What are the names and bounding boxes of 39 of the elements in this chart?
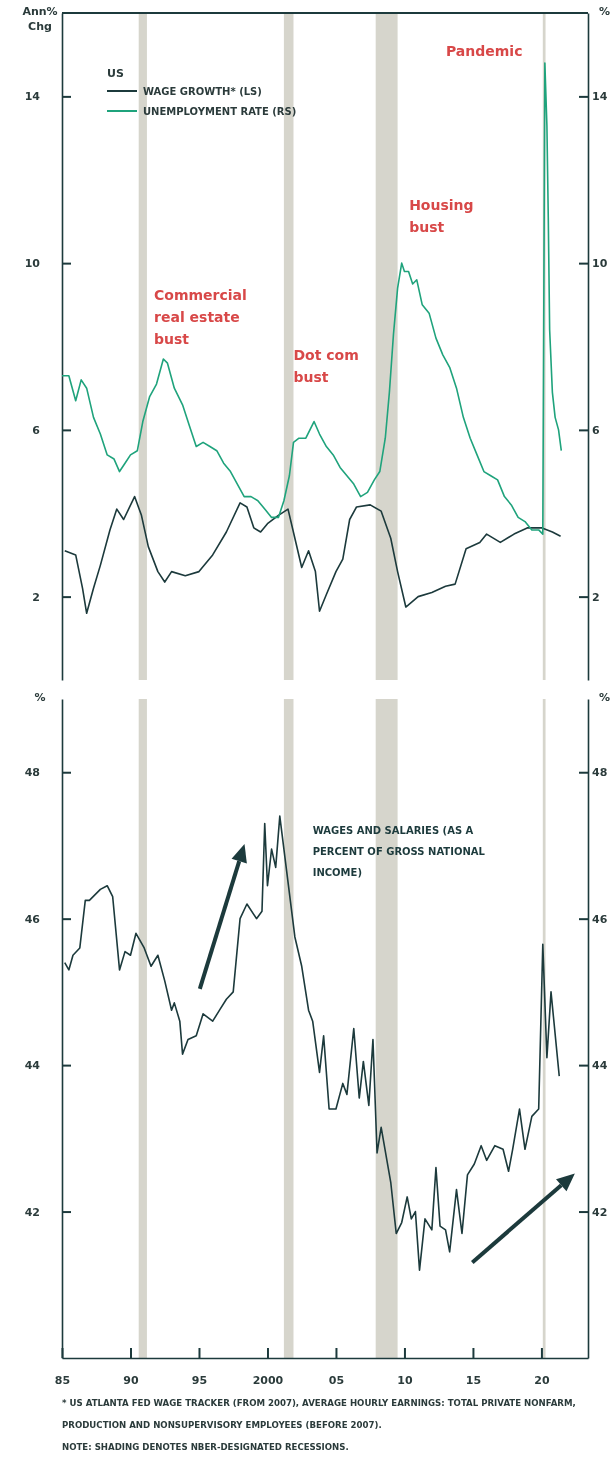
x-tick-label: 10 xyxy=(397,1373,413,1387)
y2-tick-label: 14 xyxy=(592,90,608,104)
y-tick-label: 44 xyxy=(24,1059,41,1073)
y-tick-label: 10 xyxy=(24,257,41,271)
y-tick-label: 2 xyxy=(32,590,40,604)
y2-tick-label: 2 xyxy=(592,590,600,604)
y2-axis-title: % xyxy=(598,5,610,18)
y2-tick-label: 42 xyxy=(592,1205,608,1219)
legend-label: UNEMPLOYMENT RATE (RS) xyxy=(143,106,297,117)
y2-axis-title: % xyxy=(598,691,610,704)
y-tick-label: 42 xyxy=(24,1205,40,1219)
x-tick-label: 2000 xyxy=(252,1373,284,1387)
text: * US ATLANTA FED WAGE TRACKER (FROM 2007), AVERAGE HOURLY EARNINGS: TOTAL PRIVATE NONFARM, PRODUCTION AND NONSUPERVISORY EMPLOYEES (BEFORE 2007). xyxy=(62,1398,576,1430)
y2-tick-label: 44 xyxy=(592,1059,608,1073)
x-tick-label: 20 xyxy=(534,1373,550,1387)
text: NOTE: SHADING DENOTES NBER-DESIGNATED RECESSIONS. xyxy=(62,1442,349,1452)
legend-label: WAGE GROWTH* (LS) xyxy=(143,86,262,97)
annotation: Dot com bust xyxy=(293,346,359,385)
y-tick-label: 6 xyxy=(32,423,41,437)
x-tick-label: 90 xyxy=(123,1373,139,1387)
legend-title: US xyxy=(107,67,124,80)
annotation: Commercial real estate bust xyxy=(154,286,247,347)
x-tick-label: 85 xyxy=(54,1373,71,1387)
y2-tick-label: 48 xyxy=(592,766,608,780)
y2-tick-label: 10 xyxy=(592,257,608,271)
y-tick-label: 14 xyxy=(24,90,41,104)
y-axis-title: % xyxy=(34,691,46,704)
x-tick-label: 15 xyxy=(465,1373,482,1387)
x-tick-label: 05 xyxy=(328,1373,345,1387)
annotation: Housing bust xyxy=(409,196,474,235)
x-tick-label: 95 xyxy=(191,1373,208,1387)
y2-tick-label: 6 xyxy=(592,423,600,437)
y-tick-label: 46 xyxy=(24,912,41,926)
y-axis-title: Ann% Chg xyxy=(22,5,58,33)
annotation: Pandemic xyxy=(445,43,523,60)
line-series xyxy=(61,62,563,535)
text: WAGES AND SALARIES (AS A PERCENT OF GROSS NATIONAL INCOME) xyxy=(312,825,486,878)
y2-tick-label: 46 xyxy=(592,912,608,926)
y-tick-label: 48 xyxy=(24,766,40,780)
